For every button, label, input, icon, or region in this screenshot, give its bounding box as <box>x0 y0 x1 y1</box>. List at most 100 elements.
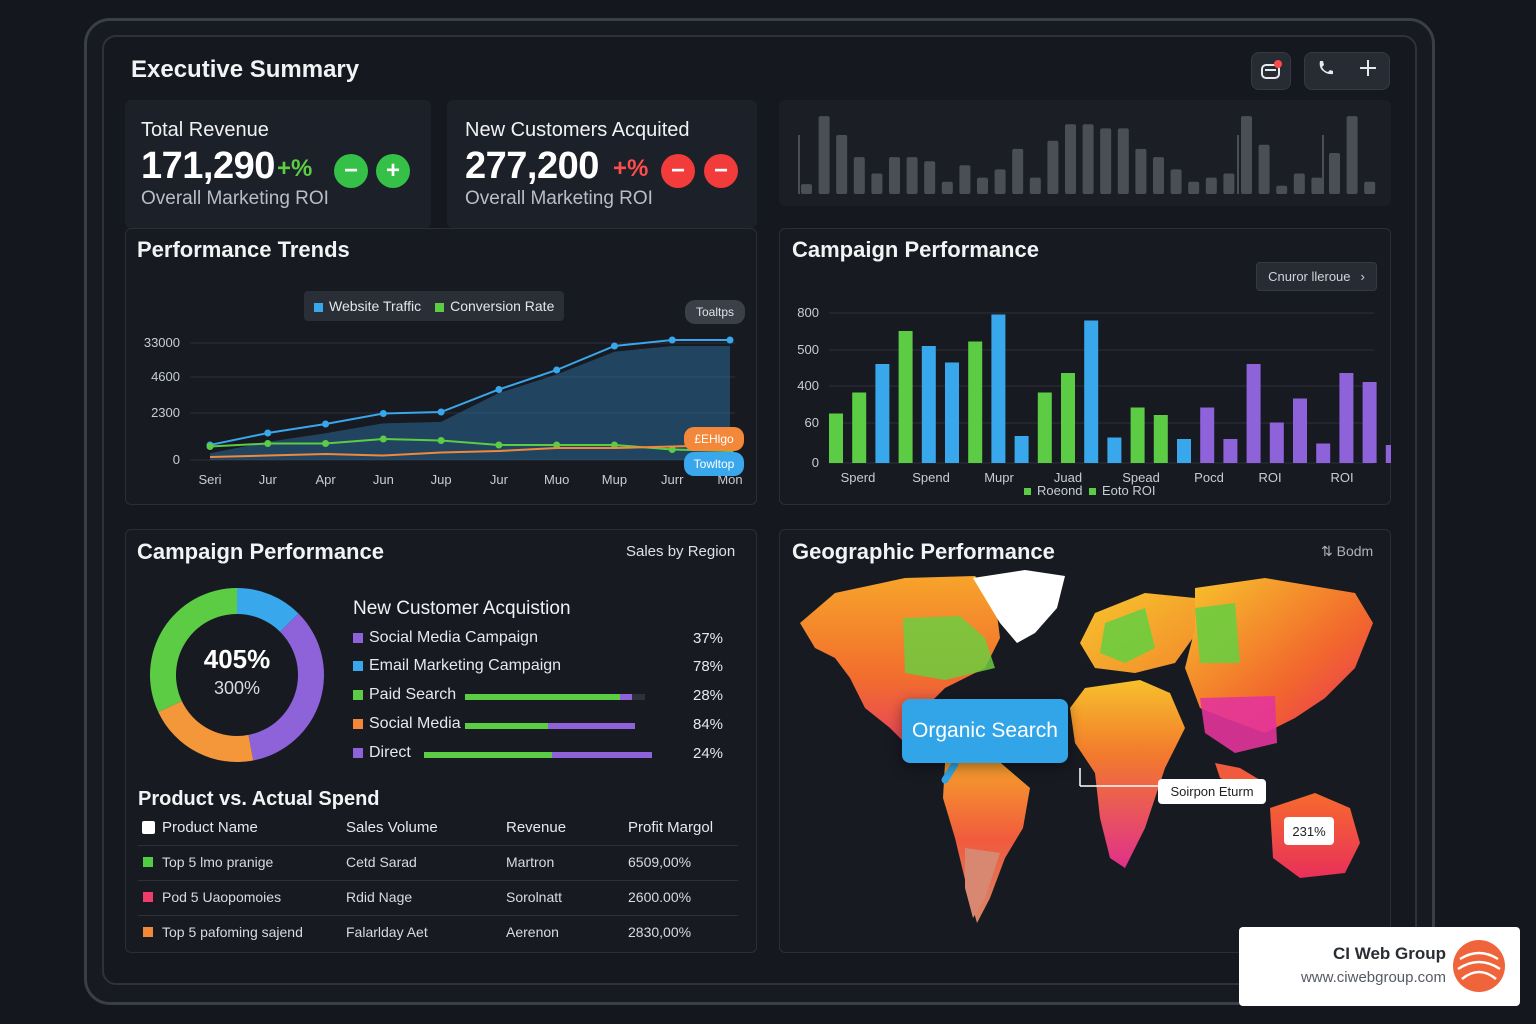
data-point[interactable] <box>495 386 503 393</box>
data-point[interactable] <box>553 366 561 374</box>
campaign-bar[interactable] <box>1037 392 1052 464</box>
table-cell: 2600.00% <box>628 889 692 905</box>
campaign-bar[interactable] <box>991 314 1006 464</box>
legend-item-conversion[interactable]: Conversion Rate <box>435 298 554 314</box>
column-header-margin[interactable]: Profit Margol <box>628 819 714 836</box>
acquisition-row[interactable]: Email Marketing Campaign <box>353 657 561 675</box>
progress-fill <box>424 752 552 758</box>
x-tick-label: Apr <box>315 472 336 487</box>
campaign-bar[interactable] <box>1223 439 1238 463</box>
donut-slice[interactable] <box>158 700 254 762</box>
map-value-label[interactable]: 231% <box>1284 817 1334 845</box>
campaign-bar[interactable] <box>921 346 936 463</box>
campaign-bar[interactable] <box>1200 407 1215 464</box>
data-point[interactable] <box>379 410 387 417</box>
data-point[interactable] <box>264 429 272 437</box>
data-point[interactable] <box>553 441 561 449</box>
data-point[interactable] <box>610 342 618 350</box>
data-point[interactable] <box>322 440 330 447</box>
geo-filter[interactable]: ⇅ Bodm <box>1321 543 1374 559</box>
campaign-bar[interactable] <box>1153 415 1168 463</box>
table-cell: 2830,00% <box>628 924 692 940</box>
mini-bar <box>1100 128 1112 194</box>
brand-badge[interactable]: CI Web Group www.ciwebgroup.com <box>1239 927 1520 1006</box>
acquisition-row[interactable]: Direct <box>353 744 411 762</box>
mini-bar <box>1241 116 1252 194</box>
donut-slice[interactable] <box>237 588 299 632</box>
x-tick-label: Jup <box>431 472 452 487</box>
data-point[interactable] <box>437 437 445 444</box>
add-icon[interactable] <box>1358 58 1378 84</box>
campaign-bar[interactable] <box>1269 422 1284 464</box>
campaign-bar[interactable] <box>852 392 867 464</box>
y-tick-label: 0 <box>173 452 180 467</box>
data-point[interactable] <box>379 435 387 443</box>
acquisition-row[interactable]: Social Media Campaign <box>353 629 538 647</box>
mini-bar-chart-card <box>779 100 1391 206</box>
mini-bar <box>959 165 971 194</box>
campaign-bar[interactable] <box>1316 443 1331 464</box>
progress-fill <box>465 723 549 729</box>
data-point[interactable] <box>610 441 618 449</box>
decrease-button[interactable]: − <box>661 154 695 188</box>
table-cell: Cetd Sarad <box>346 854 417 870</box>
x-tick-label: Seri <box>198 472 221 487</box>
legend-item-traffic[interactable]: Website Traffic <box>314 298 421 314</box>
data-point[interactable] <box>495 441 503 449</box>
mini-bar <box>1258 144 1270 194</box>
campaign-bar[interactable] <box>1084 320 1099 464</box>
column-header-revenue[interactable]: Revenue <box>506 819 567 836</box>
data-point[interactable] <box>726 336 734 344</box>
select-all-checkbox[interactable] <box>142 821 155 834</box>
mini-bar <box>1170 169 1182 194</box>
acquisition-label: Social Media Campaign <box>369 629 538 646</box>
campaign-bar[interactable] <box>1061 373 1075 463</box>
campaign-bar[interactable] <box>898 331 913 463</box>
map-region-label[interactable]: Soirpon Eturm <box>1158 779 1266 804</box>
donut-slice[interactable] <box>248 613 324 761</box>
campaign-bar[interactable] <box>1339 373 1354 463</box>
campaign-bar[interactable] <box>968 341 983 464</box>
campaign-bar[interactable] <box>829 413 843 464</box>
decrease-button-2[interactable]: − <box>704 154 738 188</box>
mini-bar <box>871 173 883 194</box>
mini-bar-chart <box>798 116 1376 194</box>
data-point[interactable] <box>264 440 272 447</box>
acquisition-row[interactable]: Paid Search <box>353 686 456 704</box>
campaign-bar[interactable] <box>875 364 890 463</box>
campaign-bar[interactable] <box>1362 382 1377 463</box>
y-tick-label: 500 <box>797 342 819 357</box>
acquisition-row[interactable]: Social Media <box>353 715 461 733</box>
campaign-bar[interactable] <box>1107 437 1122 464</box>
sales-region-label[interactable]: Sales by Region <box>626 543 736 560</box>
table-cell: Sorolnatt <box>506 889 563 905</box>
mini-bar <box>1205 177 1217 194</box>
x-tick-label: ROI <box>1330 470 1353 485</box>
campaign-bar[interactable] <box>1014 436 1029 463</box>
campaign-bar[interactable] <box>1177 439 1191 463</box>
column-header-sales[interactable]: Sales Volume <box>346 819 438 836</box>
phone-icon[interactable] <box>1316 58 1336 84</box>
data-point[interactable] <box>437 408 445 416</box>
data-point[interactable] <box>206 443 214 450</box>
campaign-bar[interactable] <box>1293 398 1307 464</box>
decrease-button[interactable]: − <box>334 154 368 188</box>
mini-bar <box>1117 128 1129 194</box>
campaign-bar[interactable] <box>1246 364 1261 463</box>
legend-label: Eoto ROI <box>1102 483 1155 498</box>
campaign-bar[interactable] <box>1130 407 1145 464</box>
data-point[interactable] <box>668 336 676 344</box>
campaign-bar[interactable] <box>945 362 959 464</box>
column-header-product[interactable]: Product Name <box>162 819 258 836</box>
data-point[interactable] <box>322 420 330 428</box>
campaign-bar[interactable] <box>1385 445 1391 463</box>
data-point[interactable] <box>668 446 676 453</box>
trends-legend: Website Traffic Conversion Rate <box>304 291 565 321</box>
page-title: Executive Summary <box>131 56 360 83</box>
notifications-button[interactable] <box>1251 52 1291 90</box>
increase-button[interactable]: + <box>376 154 410 188</box>
campaign-dropdown[interactable]: Cnuror lleroue › <box>1256 262 1377 291</box>
table-cell: Top 5 lmo pranige <box>162 854 274 870</box>
donut-slice[interactable] <box>149 588 237 713</box>
map-tooltip-organic-search[interactable]: Organic Search <box>902 699 1068 763</box>
